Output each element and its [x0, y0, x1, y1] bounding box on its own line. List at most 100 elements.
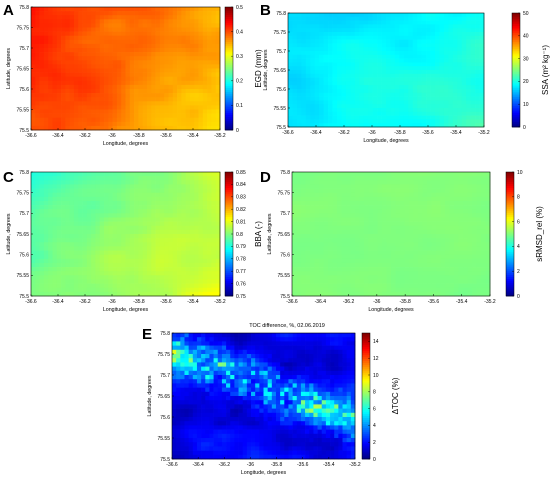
heatmap-cell: [476, 184, 482, 189]
heatmap-cell: [82, 188, 88, 194]
heatmap-cell: [207, 242, 212, 247]
heatmap-cell: [454, 184, 459, 189]
heatmap-cell: [159, 291, 165, 297]
heatmap-cell: [332, 115, 338, 120]
heatmap-cell: [479, 115, 485, 120]
colorbar-segment: [225, 288, 233, 291]
heatmap-cell: [472, 213, 477, 218]
heatmap-cell: [445, 205, 450, 210]
heatmap-cell: [350, 54, 356, 59]
heatmap-cell: [177, 258, 182, 264]
heatmap-cell: [168, 275, 174, 280]
heatmap-cell: [341, 28, 347, 33]
heatmap-cell: [104, 7, 109, 12]
heatmap-cell: [39, 19, 45, 24]
heatmap-cell: [457, 28, 463, 33]
heatmap-cell: [381, 85, 387, 90]
heatmap-cell: [99, 19, 105, 24]
heatmap-cell: [82, 43, 88, 49]
heatmap-cell: [404, 225, 410, 231]
heatmap-cell: [292, 43, 298, 48]
heatmap-cell: [56, 262, 62, 268]
heatmap-cell: [73, 205, 79, 210]
heatmap-cell: [328, 111, 333, 116]
heatmap-cell: [116, 19, 122, 24]
heatmap-cell: [296, 85, 302, 90]
heatmap-cell: [82, 97, 88, 102]
heatmap-cell: [146, 225, 152, 231]
heatmap-cell: [337, 209, 342, 214]
colorbar-tick-label: 0.79: [236, 244, 246, 250]
heatmap-cell: [48, 279, 53, 284]
heatmap-cell: [211, 48, 217, 53]
heatmap-cell: [164, 221, 169, 227]
heatmap-cell: [121, 105, 126, 110]
heatmap-cell: [467, 184, 473, 189]
colorbar-segment: [225, 208, 233, 212]
heatmap-cell: [177, 117, 182, 123]
heatmap-cell: [104, 31, 109, 37]
heatmap-cell: [319, 20, 324, 25]
heatmap-cell: [52, 11, 58, 16]
heatmap-cell: [202, 60, 208, 65]
heatmap-cell: [301, 77, 307, 82]
heatmap-cell: [409, 192, 414, 198]
heatmap-cell: [168, 196, 174, 202]
heatmap-cell: [138, 72, 144, 78]
heatmap-cell: [99, 234, 105, 239]
heatmap-cell: [185, 64, 191, 69]
panel-letter: C: [3, 169, 14, 186]
heatmap-cell: [65, 121, 71, 127]
heatmap-cell: [134, 60, 139, 65]
heatmap-cell: [99, 291, 105, 297]
heatmap-cell: [319, 209, 324, 214]
heatmap-cell: [172, 205, 178, 210]
heatmap-cell: [363, 47, 369, 52]
heatmap-cell: [73, 225, 79, 231]
x-tick-label: -35.4: [187, 299, 199, 305]
heatmap-cell: [202, 221, 208, 227]
colorbar-segment: [225, 18, 233, 21]
heatmap-cell: [319, 123, 324, 128]
heatmap-cell: [82, 7, 88, 12]
heatmap-cell: [52, 39, 58, 45]
heatmap-cell: [390, 96, 396, 101]
heatmap-cell: [151, 217, 156, 222]
heatmap-cell: [164, 56, 169, 61]
heatmap-cell: [65, 221, 71, 227]
heatmap-cell: [454, 176, 459, 181]
heatmap-cell: [181, 205, 186, 210]
heatmap-cell: [470, 32, 476, 37]
heatmap-cell: [417, 24, 422, 29]
heatmap-cell: [408, 43, 414, 48]
heatmap-cell: [121, 176, 126, 181]
heatmap-cell: [305, 43, 311, 48]
heatmap-cell: [323, 62, 329, 67]
heatmap-cell: [82, 113, 88, 119]
colorbar-segment: [225, 261, 233, 264]
heatmap-cell: [185, 180, 191, 185]
heatmap-cell: [350, 176, 356, 181]
heatmap-cell: [164, 48, 169, 53]
heatmap-cell: [194, 93, 199, 98]
heatmap-cell: [86, 52, 92, 57]
heatmap-cell: [449, 221, 455, 227]
heatmap-cell: [134, 48, 139, 53]
heatmap-cell: [164, 23, 169, 28]
heatmap-cell: [108, 89, 113, 94]
heatmap-cell: [215, 84, 221, 90]
heatmap-cell: [194, 48, 199, 53]
heatmap-cell: [125, 238, 131, 243]
heatmap-cell: [215, 283, 221, 289]
heatmap-cell: [198, 97, 204, 102]
heatmap-cell: [48, 196, 53, 202]
heatmap-cell: [129, 84, 135, 90]
heatmap-cell: [73, 7, 79, 12]
heatmap-cell: [485, 192, 491, 198]
heatmap-cell: [427, 172, 432, 177]
heatmap-cell: [461, 111, 467, 116]
heatmap-cell: [31, 184, 36, 189]
heatmap-cell: [121, 93, 126, 98]
heatmap-cell: [99, 7, 105, 12]
heatmap-cell: [430, 32, 436, 37]
